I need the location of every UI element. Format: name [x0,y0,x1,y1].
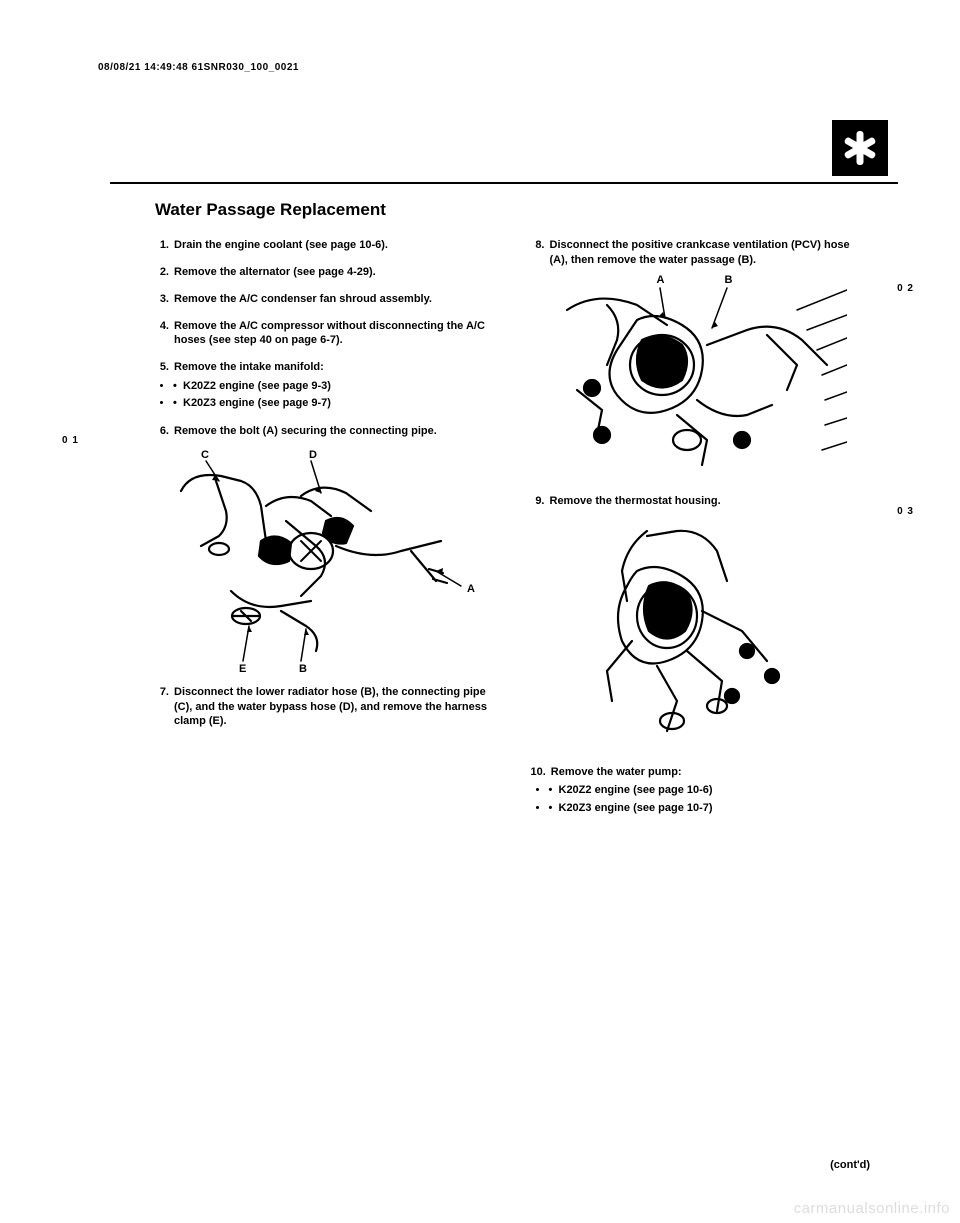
asterisk-icon [832,120,888,176]
step: 7.Disconnect the lower radiator hose (B)… [155,685,495,730]
content: Water Passage Replacement 1.Drain the en… [155,200,870,1183]
page-title: Water Passage Replacement [155,200,870,220]
step: 8.Disconnect the positive crankcase vent… [531,238,871,268]
right-column: 8.Disconnect the positive crankcase vent… [531,238,871,818]
step: 1.Drain the engine coolant (see page 10-… [155,238,495,253]
step: 3.Remove the A/C condenser fan shroud as… [155,292,495,307]
sublist-step5: K20Z2 engine (see page 9-3) K20Z3 engine… [173,379,495,412]
step: 10.Remove the water pump: [531,765,871,780]
columns: 1.Drain the engine coolant (see page 10-… [155,238,870,818]
figure-2: A B [547,280,847,480]
contd: (cont'd) [830,1159,870,1171]
side-tab-right-1: 0 2 [897,283,914,294]
side-tab-left: 0 1 [62,435,79,446]
step: 4.Remove the A/C compressor without disc… [155,319,495,349]
step: 9.Remove the thermostat housing. [531,494,871,509]
step: 5.Remove the intake manifold: [155,360,495,375]
step: 2.Remove the alternator (see page 4-29). [155,265,495,280]
left-column: 1.Drain the engine coolant (see page 10-… [155,238,495,818]
figure-3 [567,521,827,751]
divider [110,182,898,184]
header-code: 08/08/21 14:49:48 61SNR030_100_0021 [98,62,299,73]
step: 6.Remove the bolt (A) securing the conne… [155,424,495,439]
sublist-step10: K20Z2 engine (see page 10-6) K20Z3 engin… [549,783,871,816]
figure-1: C D A E B [171,451,471,671]
watermark: carmanualsonline.info [794,1200,950,1217]
page: 08/08/21 14:49:48 61SNR030_100_0021 0 1 … [0,0,960,1223]
side-tab-right-2: 0 3 [897,506,914,517]
